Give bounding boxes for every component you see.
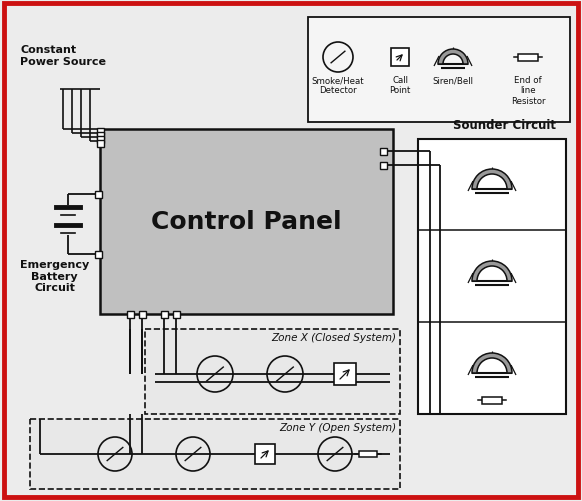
Bar [126, 311, 133, 318]
Bar [255, 444, 275, 464]
Text: End of
line
Resistor: End of line Resistor [511, 76, 545, 106]
Text: Smoke/Heat
Detector: Smoke/Heat Detector [312, 76, 364, 95]
Wedge shape [438, 50, 468, 65]
Text: Zone X (Closed System): Zone X (Closed System) [271, 332, 396, 342]
Bar [145, 329, 400, 414]
Bar [391, 49, 409, 67]
FancyBboxPatch shape [4, 4, 578, 497]
Bar [94, 251, 101, 258]
Text: Sounder Circuit: Sounder Circuit [452, 119, 555, 132]
Bar [100, 130, 393, 314]
Text: Constant
Power Source: Constant Power Source [20, 45, 106, 67]
Bar [482, 397, 502, 404]
Bar [97, 140, 104, 147]
Wedge shape [472, 170, 512, 189]
Bar [518, 55, 538, 62]
Wedge shape [472, 353, 512, 373]
Bar [418, 140, 566, 414]
Text: Zone Y (Open System): Zone Y (Open System) [279, 422, 396, 432]
Bar [359, 451, 377, 457]
Bar [308, 18, 570, 123]
Bar [172, 311, 179, 318]
Bar [139, 311, 146, 318]
Bar [97, 128, 104, 135]
Text: Siren/Bell: Siren/Bell [432, 76, 474, 85]
Text: Emergency
Battery
Circuit: Emergency Battery Circuit [20, 260, 89, 293]
Text: Control Panel: Control Panel [151, 210, 342, 234]
Bar [94, 191, 101, 198]
Bar [97, 132, 104, 139]
Bar [379, 162, 386, 169]
Bar [30, 419, 400, 489]
Bar [161, 311, 168, 318]
Bar [379, 148, 386, 155]
Wedge shape [472, 262, 512, 282]
Bar [334, 363, 356, 385]
Text: Call
Point: Call Point [389, 76, 411, 95]
Bar [97, 136, 104, 143]
